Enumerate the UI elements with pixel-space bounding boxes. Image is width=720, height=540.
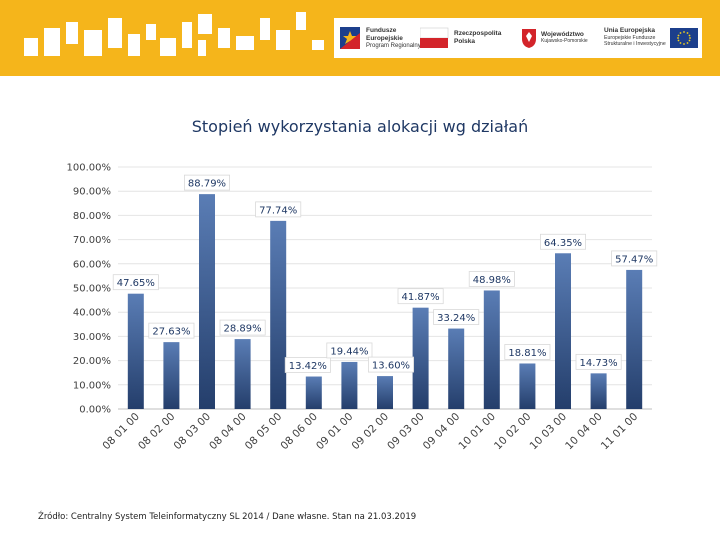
bar	[234, 339, 251, 409]
data-label-box	[367, 356, 414, 373]
data-label: 13.60%	[372, 361, 410, 372]
y-tick-label: 70.00%	[73, 235, 111, 246]
data-label-box	[397, 288, 444, 305]
rp-line1: Rzeczpospolita	[454, 30, 502, 37]
fe-line2: Europejskie	[366, 34, 403, 42]
x-tick-label: 11 01 00	[599, 411, 641, 453]
data-label-box	[219, 319, 266, 336]
data-label: 47.65%	[117, 278, 155, 289]
gridlines	[118, 166, 652, 410]
ue-line3: Strukturalne i Inwestycyjne	[604, 41, 666, 48]
x-tick-label: 08 06 00	[278, 411, 320, 453]
fe-line1: Fundusze	[366, 26, 397, 34]
y-tick-label: 10.00%	[73, 380, 111, 391]
rzeczpospolita-logo: Rzeczpospolita Polska	[420, 22, 501, 54]
y-tick-label: 60.00%	[73, 259, 111, 270]
data-label-box	[148, 322, 195, 339]
bar	[412, 307, 429, 409]
data-label: 33.24%	[437, 313, 475, 324]
data-label: 64.35%	[544, 238, 582, 249]
x-tick-label: 09 04 00	[421, 411, 463, 453]
data-label: 77.74%	[259, 205, 297, 216]
data-label-box	[575, 353, 622, 370]
bar	[555, 253, 571, 409]
eu-flag-icon	[669, 28, 698, 48]
header-pattern	[24, 12, 324, 56]
woj-line1: Województwo	[541, 31, 584, 38]
x-tick-label: 08 03 00	[172, 411, 214, 453]
bar	[483, 290, 500, 409]
bar	[377, 376, 393, 409]
bar	[163, 342, 180, 409]
bar	[626, 269, 643, 409]
data-label-box	[255, 201, 302, 218]
fe-line3: Program Regionalny	[366, 42, 421, 49]
x-tick-label: 08 01 00	[100, 411, 142, 453]
y-tick-label: 90.00%	[73, 187, 111, 198]
logo-box: Fundusze Europejskie Program Regionalny …	[334, 18, 702, 58]
data-label: 14.73%	[580, 358, 618, 369]
fundusze-europejskie-logo: Fundusze Europejskie Program Regionalny	[340, 22, 421, 54]
y-axis-ticks: 0.00% 10.00% 20.00% 30.00% 40.00% 50.00% 60.00…	[67, 163, 112, 416]
x-tick-label: 09 01 00	[314, 411, 356, 453]
y-tick-label: 20.00%	[73, 356, 111, 367]
unia-europejska-logo: Unia Europejska Europejskie Fundusze Str…	[604, 22, 700, 54]
source-note: Źródło: Centralny System Teleinformatycz…	[38, 512, 417, 522]
bar	[341, 361, 358, 409]
bar	[448, 328, 465, 409]
x-tick-label: 10 03 00	[528, 411, 570, 453]
y-tick-label: 30.00%	[73, 332, 111, 343]
bar	[270, 220, 287, 409]
data-label: 27.63%	[152, 327, 190, 338]
data-label-box	[112, 274, 159, 291]
x-tick-label: 08 04 00	[207, 411, 249, 453]
bar	[519, 363, 536, 409]
ue-line1: Unia Europejska	[604, 27, 655, 35]
y-tick-label: 80.00%	[73, 211, 111, 222]
data-label-box	[540, 233, 587, 250]
bars	[127, 194, 643, 409]
bar	[199, 194, 215, 409]
rp-line2: Polska	[454, 38, 475, 45]
x-tick-label: 08 05 00	[243, 411, 285, 453]
polish-flag-icon	[420, 27, 449, 48]
y-tick-label: 50.00%	[73, 284, 111, 295]
data-label: 19.44%	[330, 346, 368, 357]
x-tick-label: 08 02 00	[136, 411, 178, 453]
y-tick-label: 0.00%	[79, 405, 111, 416]
data-label: 88.79%	[188, 179, 226, 190]
x-tick-label: 09 03 00	[385, 411, 427, 453]
x-tick-label: 09 02 00	[350, 411, 392, 453]
y-tick-label: 40.00%	[73, 308, 111, 319]
bar	[305, 376, 322, 409]
bar	[590, 373, 607, 409]
x-tick-label: 10 04 00	[563, 411, 605, 453]
data-label-box	[183, 174, 230, 191]
chart-title: Stopień wykorzystania alokacji wg działa…	[191, 117, 529, 136]
data-label-box	[326, 342, 373, 359]
fe-star-icon	[340, 27, 360, 49]
ue-line2: Europejskie Fundusze	[604, 34, 656, 41]
data-label: 18.81%	[508, 348, 546, 359]
data-label-box	[284, 357, 331, 373]
data-label: 48.98%	[473, 275, 511, 286]
data-label: 13.42%	[289, 361, 327, 372]
coat-of-arms-icon	[522, 29, 536, 48]
y-tick-label: 100.00%	[67, 163, 112, 174]
data-labels: 47.65% 27.63% 88.79% 28.89% 77.74% 13.42%19.4…	[112, 174, 658, 373]
wojewodztwo-logo: Województwo Kujawsko-Pomorskie	[520, 22, 588, 54]
bar	[127, 293, 144, 409]
data-label-box	[611, 250, 658, 267]
x-tick-label: 10 01 00	[456, 411, 498, 453]
x-tick-label: 10 02 00	[492, 411, 534, 453]
data-label-box	[468, 271, 515, 287]
data-label-box	[504, 344, 551, 360]
woj-line2: Kujawsko-Pomorskie	[541, 38, 588, 44]
data-label-box	[433, 309, 480, 325]
data-label: 41.87%	[402, 292, 440, 303]
data-label: 28.89%	[224, 324, 262, 335]
data-label: 57.47%	[615, 254, 653, 265]
